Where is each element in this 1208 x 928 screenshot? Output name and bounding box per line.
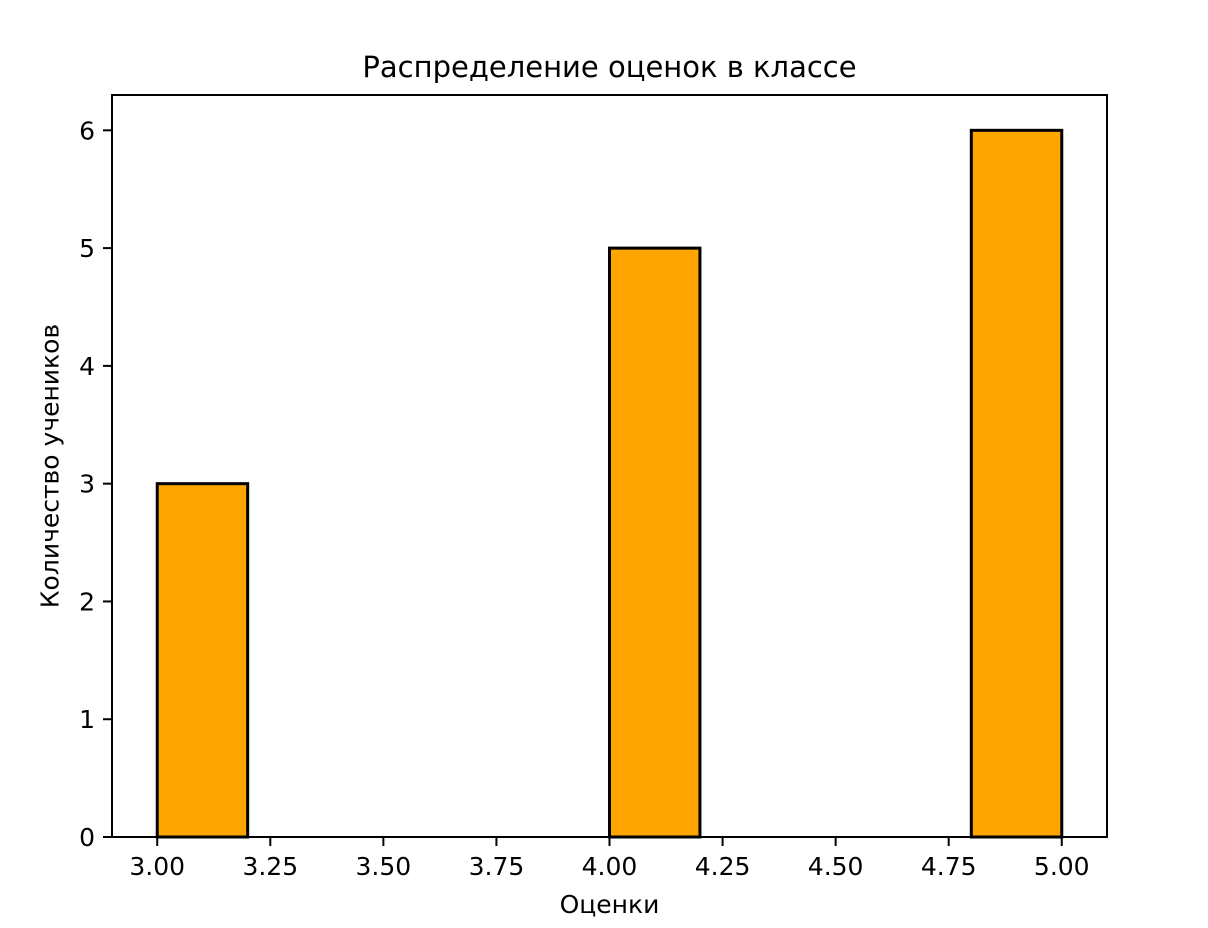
x-tick-label: 3.50: [356, 852, 412, 881]
x-tick-label: 3.75: [469, 852, 525, 881]
y-tick-label: 6: [79, 116, 95, 145]
x-tick-label: 3.25: [242, 852, 298, 881]
x-tick-label: 4.75: [921, 852, 977, 881]
x-axis-label: Оценки: [559, 890, 660, 919]
histogram-bar: [969, 128, 1064, 839]
y-tick-label: 5: [79, 234, 95, 263]
x-tick-label: 5.00: [1034, 852, 1090, 881]
histogram-bar: [608, 246, 702, 839]
y-tick-label: 3: [79, 470, 95, 499]
chart-title: Распределение оценок в классе: [362, 50, 857, 84]
x-tick-label: 4.25: [695, 852, 751, 881]
y-tick-label: 4: [79, 352, 95, 381]
x-tick-label: 4.00: [582, 852, 638, 881]
x-tick-label: 3.00: [129, 852, 185, 881]
histogram-bar: [155, 482, 250, 839]
y-tick-label: 0: [79, 823, 95, 852]
x-tick-label: 4.50: [808, 852, 864, 881]
y-tick-label: 1: [79, 705, 95, 734]
y-tick-label: 2: [79, 587, 95, 616]
